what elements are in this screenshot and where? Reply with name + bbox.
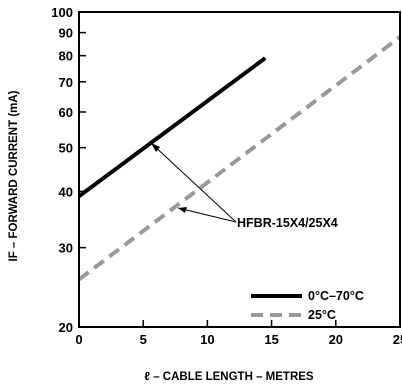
x-tick-label: 25 [393,332,402,347]
y-tick-label: 60 [59,105,73,120]
series-layer [77,35,402,282]
y-tick-label: 50 [59,141,73,156]
legend-label-solid: 0°C–70°C [308,289,364,303]
legend: 0°C–70°C 25°C [251,289,364,322]
legend-label-dashed: 25°C [308,308,336,322]
y-tick-label: 80 [59,49,73,64]
y-tick-layer: 20 30 40 50 60 70 80 90 100 [51,5,86,335]
x-tick-label: 0 [75,332,82,347]
x-tick-label: 20 [329,332,343,347]
annotation-arrow-2 [177,207,237,223]
y-axis-title: IF – FORWARD CURRENT (mA) [8,90,20,261]
plot-frame [78,11,401,328]
annotation-arrowhead-2 [178,207,187,213]
series-line-2 [77,35,402,282]
y-tick-label: 40 [59,184,73,199]
annotation-label: HFBR-15X4/25X4 [237,216,338,230]
x-tick-label: 5 [140,332,147,347]
y-tick-label: 30 [59,241,73,256]
series-line-1 [77,56,267,198]
annotation-group: HFBR-15X4/25X4 [150,142,338,230]
y-tick-label: 70 [59,75,73,90]
annotation-arrowhead-1 [151,143,160,152]
y-tick-label: 20 [59,320,73,335]
y-tick-label: 100 [51,5,73,20]
x-tick-label: 10 [200,332,214,347]
x-tick-label: 15 [264,332,278,347]
x-axis-title: ℓ – CABLE LENGTH – METRES [144,371,314,383]
annotation-arrow-1 [150,142,237,223]
y-tick-label: 90 [59,26,73,41]
x-tick-layer: 0 5 10 15 20 25 [75,320,402,347]
